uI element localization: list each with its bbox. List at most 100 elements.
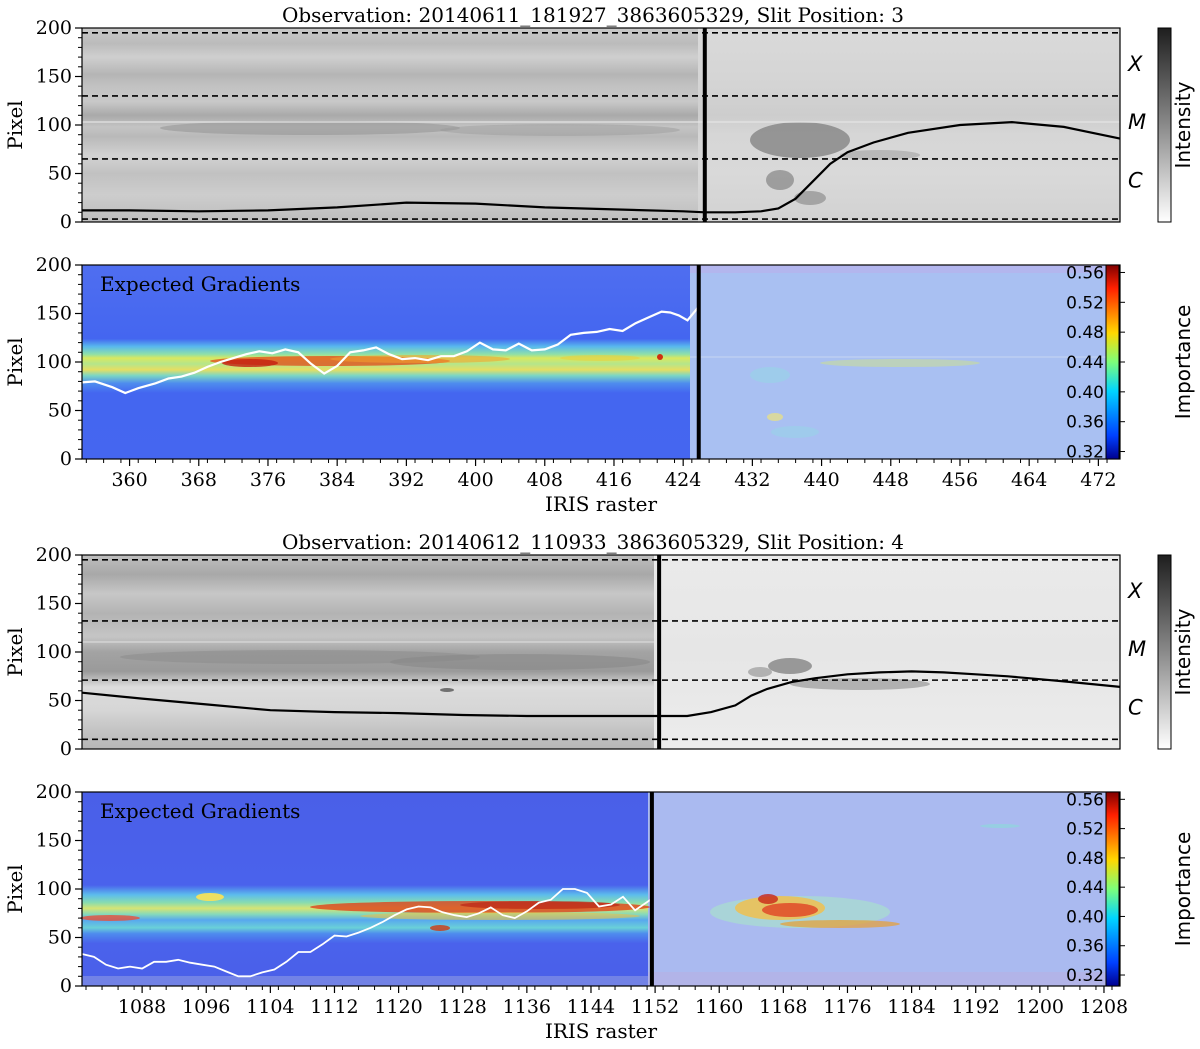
colorbar-tick-label: 0.36 [1066,937,1104,957]
y-tick-label: 200 [36,254,72,276]
panel-2-colorbar-label: Importance [1171,305,1195,420]
class-label: X [1127,52,1143,76]
colorbar-tick-label: 0.44 [1066,878,1104,898]
panel-3-y-axis: 0 50 100 150 200 [36,544,82,760]
x-tick-label: 1192 [952,996,1000,1018]
x-tick-label: 1128 [439,996,487,1018]
colorbar-tick-label: 0.56 [1066,263,1104,283]
x-tick-label: 360 [111,469,147,491]
panel-2-y-label: Pixel [3,337,27,386]
colorbar-tick-label: 0.36 [1066,413,1104,433]
x-tick-label: 400 [457,469,493,491]
panel-1-class-labels: X M C [1127,52,1146,192]
x-tick-label: 368 [181,469,217,491]
intensity-panel-2: Observation: 20140612_110933_3863605329,… [3,530,1195,760]
class-label: M [1128,110,1146,134]
x-tick-label: 1144 [567,996,615,1018]
colorbar-tick-label: 0.40 [1066,907,1104,927]
colorbar-tick-label: 0.32 [1066,966,1104,986]
x-tick-label: 1136 [503,996,551,1018]
x-tick-label: 1096 [182,996,230,1018]
y-tick-label: 0 [60,448,72,470]
importance-panel-2: Expected Gradients 0 50 100 150 200 1088 1096… [3,781,1195,1043]
x-tick-label: 1176 [823,996,871,1018]
colorbar-tick-label: 0.32 [1066,443,1104,463]
panel-4-x-label: IRIS raster [545,1019,658,1043]
class-label: C [1128,695,1143,719]
panel-1-title: Observation: 20140611_181927_3863605329,… [282,3,904,27]
y-tick-label: 150 [36,830,72,852]
x-tick-label: 1104 [246,996,294,1018]
panel-4-plot-area [80,792,1120,986]
panel-4-colorbar-label: Importance [1171,832,1195,947]
panel-3-boundary-lines [82,559,1120,741]
panel-2-plot-area [82,265,1120,459]
panel-1-y-axis: 0 50 100 150 200 [36,17,82,233]
panel-3-title: Observation: 20140612_110933_3863605329,… [282,530,904,554]
x-tick-label: 1208 [1080,996,1128,1018]
x-tick-label: 392 [388,469,424,491]
y-tick-label: 200 [36,544,72,566]
panel-1-flare-curve [82,120,1121,214]
x-tick-label: 1088 [118,996,166,1018]
panel-2-colorbar: 0.32 0.36 0.40 0.44 0.48 0.52 0.56 Importance [1066,263,1195,462]
x-tick-label: 1120 [374,996,422,1018]
x-tick-label: 1152 [631,996,679,1018]
y-tick-label: 100 [36,878,72,900]
panel-4-colorbar-ticks: 0.32 0.36 0.40 0.44 0.48 0.52 0.56 [1066,790,1125,986]
y-tick-label: 100 [36,351,72,373]
panel-4-label: Expected Gradients [100,799,300,823]
y-tick-label: 50 [48,690,72,712]
panel-3-y-label: Pixel [3,627,27,676]
y-tick-label: 50 [48,163,72,185]
y-tick-label: 150 [36,593,72,615]
colorbar-tick-label: 0.56 [1066,790,1104,810]
y-tick-label: 200 [36,781,72,803]
x-tick-label: 1184 [887,996,935,1018]
y-tick-label: 150 [36,303,72,325]
colorbar-tick-label: 0.48 [1066,849,1104,869]
x-tick-label: 472 [1080,469,1116,491]
x-tick-label: 432 [734,469,770,491]
x-tick-label: 384 [319,469,355,491]
x-tick-label: 408 [527,469,563,491]
panel-2-flare-curve [81,306,700,395]
y-tick-label: 100 [36,114,72,136]
panel-1-colorbar-label: Intensity [1171,81,1195,168]
panel-4-colorbar: 0.32 0.36 0.40 0.44 0.48 0.52 0.56 Importance [1066,790,1195,987]
y-tick-label: 0 [60,738,72,760]
panel-4-x-axis: 1088 1096 1104 1112 1120 1128 1136 1144 1152 1160… [85,986,1128,1018]
y-tick-label: 50 [48,927,72,949]
panel-3-flare-curve [81,670,1121,718]
panel-2-x-label: IRIS raster [545,492,658,516]
panel-1-colorbar: Intensity [1157,27,1195,223]
importance-panel-1: Expected Gradients 0 50 100 150 200 360 368 37… [3,254,1195,516]
class-label: M [1128,637,1146,661]
colorbar-tick-label: 0.48 [1066,323,1104,343]
y-tick-label: 0 [60,211,72,233]
y-tick-label: 150 [36,66,72,88]
x-tick-label: 1160 [695,996,743,1018]
panel-3-plot-area [82,555,1120,749]
x-tick-label: 456 [942,469,978,491]
x-tick-label: 1200 [1016,996,1064,1018]
y-tick-label: 50 [48,400,72,422]
x-tick-label: 440 [803,469,839,491]
panel-3-colorbar-label: Intensity [1171,608,1195,695]
panel-2-label: Expected Gradients [100,272,300,296]
y-tick-label: 0 [60,975,72,997]
x-tick-label: 424 [665,469,701,491]
panel-4-y-label: Pixel [3,864,27,913]
intensity-panel-1: Observation: 20140611_181927_3863605329,… [3,3,1195,233]
colorbar-tick-label: 0.52 [1066,820,1104,840]
x-tick-label: 448 [873,469,909,491]
colorbar-tick-label: 0.44 [1066,353,1104,373]
panel-3-colorbar: Intensity [1157,554,1195,750]
panel-4-y-axis: 0 50 100 150 200 [36,781,82,997]
panel-1-boundary-lines [82,32,1120,220]
colorbar-tick-label: 0.40 [1066,383,1104,403]
x-tick-label: 416 [596,469,632,491]
colorbar-tick-label: 0.52 [1066,293,1104,313]
panel-3-class-labels: X M C [1127,579,1146,719]
